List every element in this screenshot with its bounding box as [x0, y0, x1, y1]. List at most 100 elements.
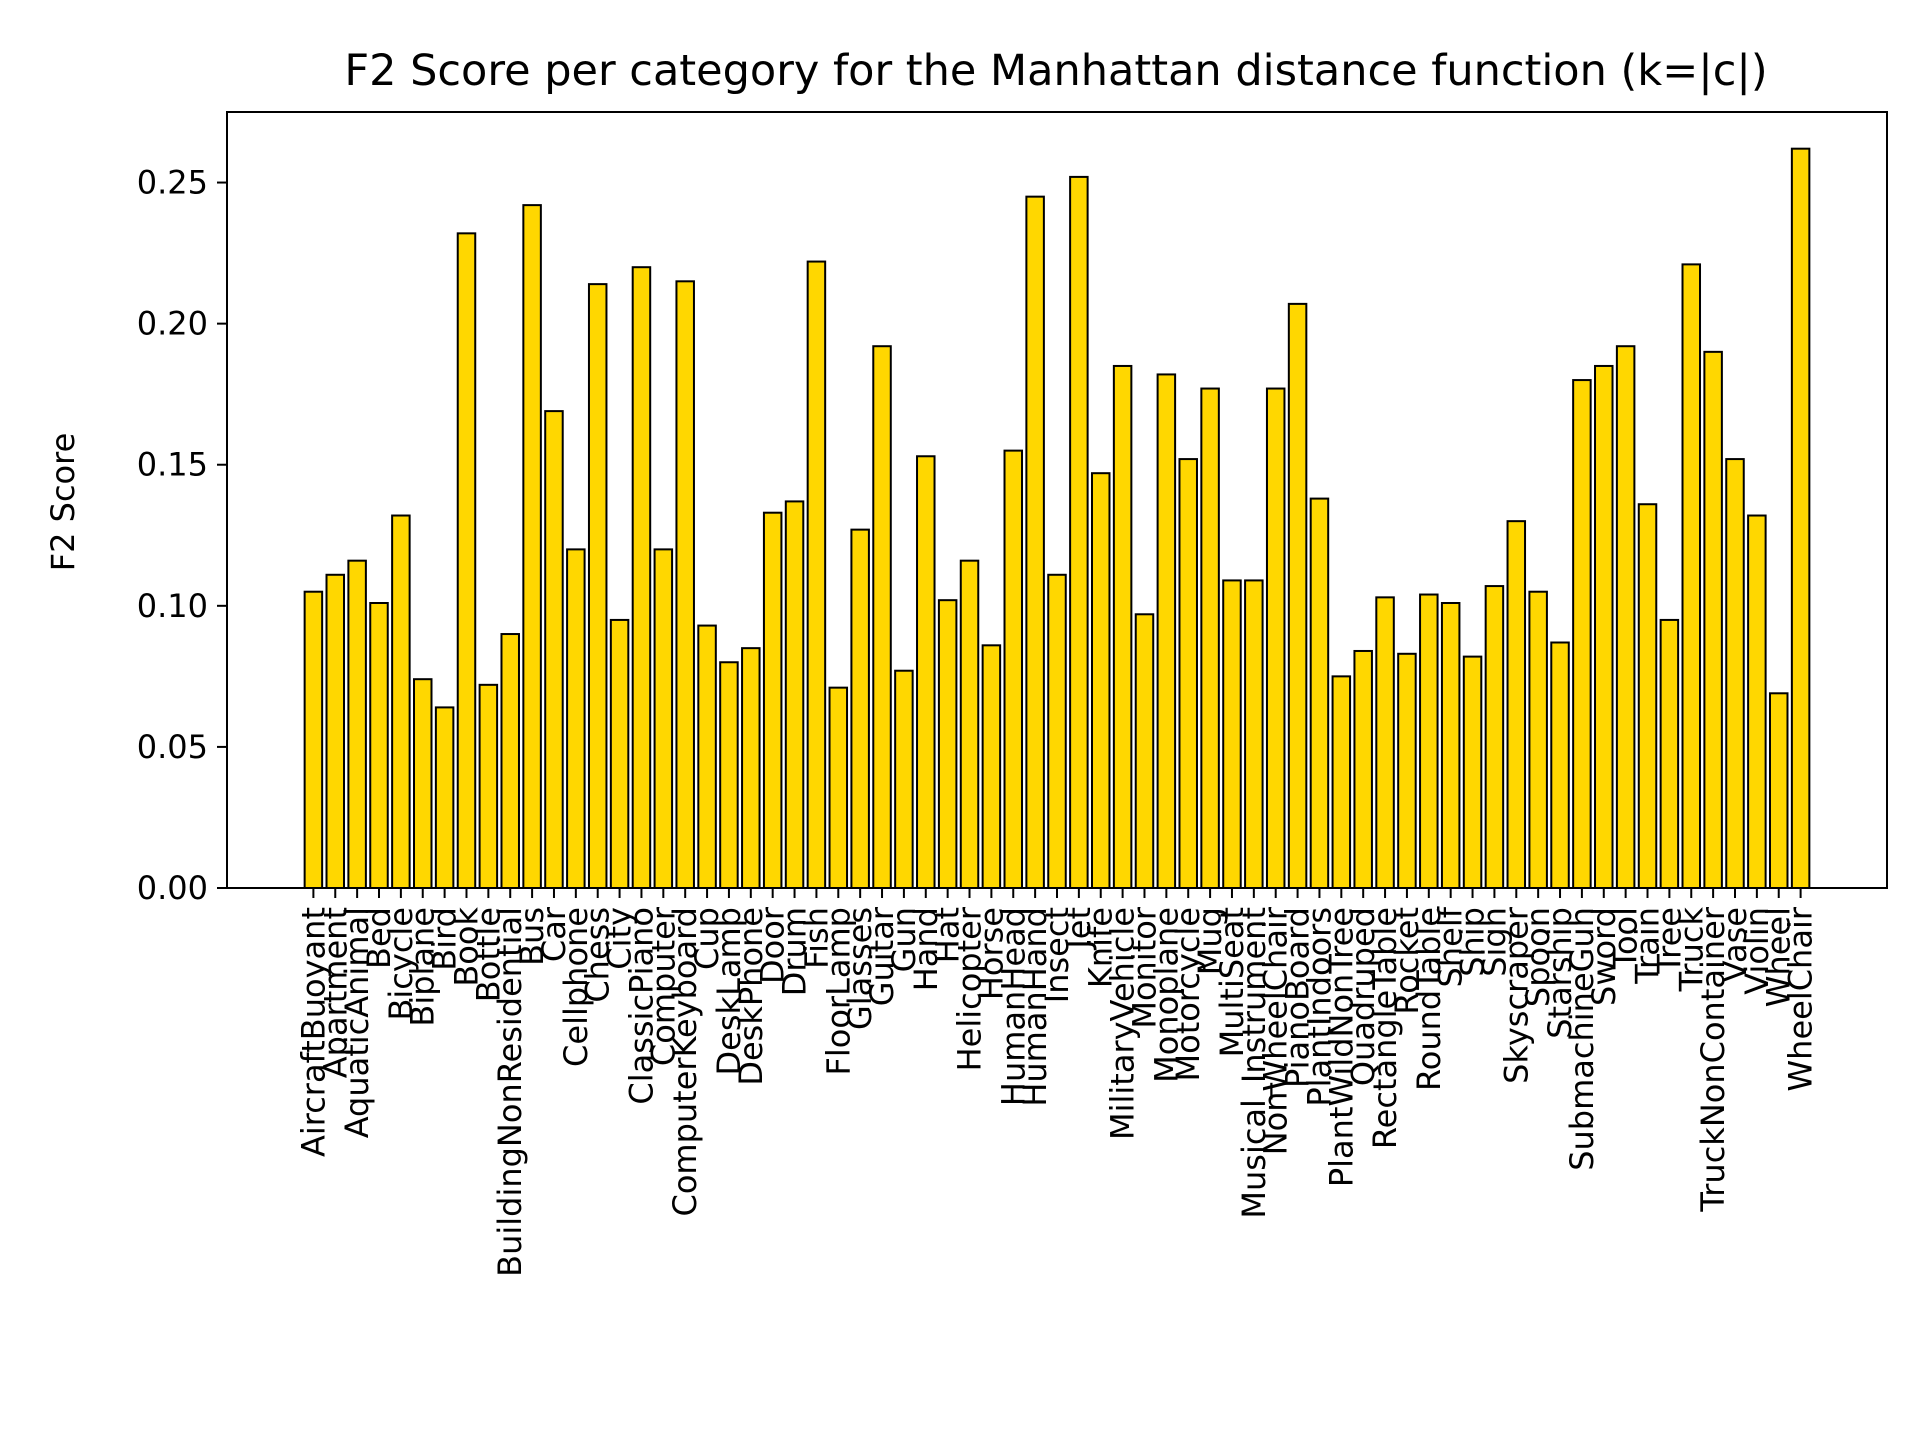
x-tick-label: Car [535, 906, 573, 962]
bar-Horse [981, 644, 1002, 889]
bar-DeskLamp [719, 661, 739, 889]
x-tick-label: BuildingNonResidential [491, 907, 529, 1277]
x-tick-label: Knife [1082, 907, 1120, 988]
x-tick-label: Vase [1716, 907, 1754, 982]
bar-RoundTable [1419, 593, 1439, 890]
bar-Wheel [1768, 692, 1789, 889]
x-tick-label: Computer [644, 906, 682, 1066]
bar-RectangleTable [1375, 596, 1395, 889]
x-tick-label: Helicopter [951, 906, 989, 1071]
x-tick-label: TruckNonContainer [1694, 906, 1732, 1212]
bar-Cellphone [566, 548, 586, 889]
bar-Violin [1747, 514, 1767, 890]
bar-Gun [894, 669, 914, 889]
bar-PianoBoard [1287, 302, 1308, 889]
y-tick-label: 0.10 [137, 587, 208, 625]
bar-WheelChair [1790, 147, 1811, 889]
bar-PlantWildNonTree [1331, 675, 1352, 889]
bar-Jet [1069, 175, 1089, 889]
x-tick-label: AircraftBuoyant [294, 907, 332, 1157]
bar-Knife [1090, 472, 1111, 889]
bar-Spoon [1528, 590, 1548, 890]
bar-MilitaryVehicle [1112, 364, 1133, 889]
bar-Bicycle [391, 514, 411, 890]
x-axis: AircraftBuoyantApartmentAquaticAnimalBed… [294, 888, 1820, 1277]
bar-HumanHead [1003, 449, 1024, 889]
x-tick-label: Guitar [863, 906, 901, 1006]
bar-SubmachineGun [1572, 379, 1592, 889]
bar-FloorLamp [828, 686, 849, 890]
x-tick-label: Bottle [469, 907, 507, 1002]
bar-Bird [434, 706, 455, 890]
x-tick-label: PlantWildNonTree [1322, 907, 1360, 1187]
bar-Hat [937, 599, 958, 889]
bar-Ship [1462, 655, 1483, 889]
bar-MultiSeat [1222, 579, 1242, 889]
x-tick-label: AquaticAnimal [338, 907, 376, 1138]
x-tick-label: SubmachineGun [1563, 907, 1601, 1171]
bar-Mug [1200, 387, 1220, 889]
bar-Bed [369, 602, 389, 889]
x-tick-label: Bed [360, 907, 398, 969]
bar-Hand [916, 455, 936, 889]
x-tick-label: HumanHand [1016, 907, 1054, 1107]
bar-NonWheelChair [1265, 387, 1286, 889]
y-tick-label: 0.20 [137, 305, 208, 343]
x-tick-label: Sign [1475, 907, 1513, 977]
x-tick-label: Wheel [1760, 907, 1798, 1007]
y-tick-label: 0.00 [137, 869, 208, 907]
x-tick-label: Motorcycle [1169, 907, 1207, 1081]
bar-Shelf [1440, 602, 1461, 889]
y-tick-label: 0.15 [137, 446, 208, 484]
x-tick-label: Truck [1672, 907, 1710, 993]
x-tick-label: PianoBoard [1279, 907, 1317, 1088]
bar-Starship [1550, 641, 1570, 889]
x-tick-label: MultiSeat [1213, 907, 1251, 1057]
bar-Glasses [850, 528, 870, 889]
x-tick-label: Cellphone [557, 907, 595, 1067]
bar-PlantIndoors [1309, 497, 1330, 889]
x-tick-label: Ship [1454, 907, 1492, 977]
x-tick-label: Skyscraper [1497, 906, 1535, 1084]
bar-Vase [1725, 458, 1745, 889]
bar-Tree [1659, 618, 1680, 889]
x-tick-label: Quadruped [1344, 907, 1382, 1086]
bar-ClassicPiano [631, 266, 652, 889]
x-tick-label: Chess [579, 907, 617, 1003]
x-tick-label: City [601, 907, 639, 970]
x-tick-label: Biplane [404, 907, 442, 1027]
bar-Cup [697, 624, 717, 889]
bar-Chess [587, 283, 608, 889]
x-tick-label: FloorLamp [819, 907, 857, 1076]
x-tick-label: HumanHead [994, 907, 1032, 1106]
x-tick-label: RectangleTable [1366, 907, 1404, 1149]
x-tick-label: Train [1629, 907, 1667, 985]
bar-Truck [1681, 263, 1702, 889]
x-tick-label: DeskPhone [732, 907, 770, 1086]
bar-Quadruped [1353, 649, 1373, 889]
x-tick-label: Sword [1585, 907, 1623, 1006]
x-tick-label: Monitor [1125, 906, 1163, 1028]
x-tick-label: Monoplane [1147, 907, 1185, 1083]
bar-Computer [653, 548, 674, 889]
bar-Sign [1484, 585, 1505, 889]
bar-Monoplane [1156, 373, 1177, 889]
bar-Monitor [1134, 613, 1155, 890]
bar-Helicopter [959, 559, 980, 889]
x-tick-label: DeskLamp [710, 907, 748, 1075]
x-tick-label: Bird [426, 907, 464, 971]
x-tick-label: MilitaryVehicle [1104, 907, 1142, 1140]
x-tick-label: Bus [513, 907, 551, 966]
bar-DeskPhone [741, 647, 761, 890]
x-tick-label: Insect [1038, 907, 1076, 1003]
y-tick-label: 0.05 [137, 728, 208, 766]
bar-BuildingNonResidential [500, 633, 520, 889]
bar-Tool [1615, 345, 1636, 889]
bar-Biplane [413, 678, 433, 889]
bar-TruckNonContainer [1703, 350, 1723, 890]
bar-Skyscraper [1506, 520, 1527, 889]
x-tick-label: Door [754, 906, 792, 984]
x-tick-label: Starship [1541, 907, 1579, 1039]
x-tick-label: Hat [929, 907, 967, 963]
